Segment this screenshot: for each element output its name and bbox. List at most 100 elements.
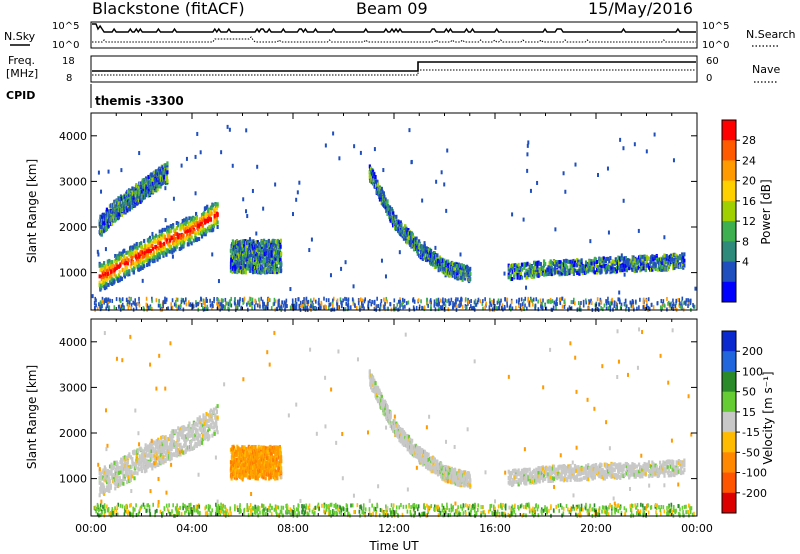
ground-scatter-cell: [198, 300, 201, 305]
scatter-cell: [534, 263, 537, 268]
scatter-cell: [105, 226, 109, 231]
scatter-cell: [546, 268, 549, 273]
ground-scatter-cell: [170, 306, 173, 311]
scatter-cell: [537, 267, 540, 272]
ground-scatter-cell: [433, 303, 436, 308]
scatter-cell: [631, 255, 634, 260]
scatter-cell: [187, 225, 190, 230]
scatter-cell: [105, 207, 109, 212]
ground-scatter-cell: [226, 301, 228, 306]
scatter-cell: [516, 267, 519, 272]
scatter-cell: [192, 225, 195, 230]
scatter-cell: [149, 256, 152, 261]
scatter-cell: [133, 250, 136, 255]
scatter-cell: [158, 166, 161, 171]
scatter-cell: [109, 265, 112, 270]
scatter-cell: [552, 271, 556, 276]
scatter-cell: [270, 247, 273, 252]
ground-scatter-cell: [267, 301, 269, 306]
scatter-cell: [439, 264, 442, 269]
sparse-cell: [295, 197, 298, 202]
ground-scatter-cell: [493, 305, 495, 310]
scatter-cell: [145, 193, 148, 198]
scatter-cell: [245, 248, 248, 253]
ground-scatter-cell: [427, 303, 429, 308]
scatter-cell: [180, 246, 183, 251]
ground-scatter-cell: [341, 301, 343, 306]
scatter-cell: [426, 252, 429, 257]
scatter-cell: [158, 236, 161, 241]
scatter-cell: [182, 234, 185, 239]
scatter-cell: [666, 255, 669, 260]
scatter-cell: [384, 205, 387, 210]
ground-scatter-cell: [379, 304, 382, 309]
scatter-cell: [249, 257, 252, 262]
ground-scatter-cell: [349, 305, 352, 310]
ground-scatter-cell: [332, 303, 334, 308]
scatter-cell: [271, 252, 274, 257]
ground-scatter-cell: [582, 299, 585, 304]
scatter-cell: [576, 270, 579, 275]
nave-tick-top: 60: [706, 56, 719, 67]
scatter-cell: [137, 259, 140, 264]
nsearch-trace: [92, 36, 696, 43]
scatter-cell: [615, 258, 619, 263]
scatter-cell: [600, 261, 603, 266]
scatter-cell: [172, 225, 175, 230]
scatter-cell: [547, 265, 550, 270]
sparse-cell: [180, 163, 183, 168]
scatter-cell: [249, 268, 252, 273]
scatter-cell: [139, 187, 142, 192]
scatter-cell: [105, 470, 109, 475]
ground-scatter-cell: [672, 302, 675, 307]
scatter-cell: [590, 265, 593, 270]
scatter-cell: [135, 453, 138, 458]
scatter-cell: [663, 260, 666, 265]
scatter-cell: [146, 244, 149, 249]
scatter-cell: [128, 272, 131, 277]
scatter-cell: [653, 261, 656, 266]
nsky-label: N.Sky: [4, 30, 36, 43]
ground-scatter-cell: [195, 300, 197, 305]
scatter-cell: [241, 253, 245, 258]
ground-scatter-cell: [127, 306, 130, 311]
scatter-cell: [619, 256, 622, 261]
scatter-cell: [668, 262, 672, 267]
ground-scatter-cell: [482, 306, 484, 311]
ground-scatter-cell: [127, 299, 129, 304]
scatter-cell: [517, 267, 520, 272]
scatter-cell: [620, 264, 623, 269]
sparse-cell: [554, 227, 557, 232]
ground-scatter-cell: [337, 305, 339, 310]
ground-scatter-cell: [620, 302, 623, 307]
scatter-cell: [143, 450, 146, 455]
ground-scatter-cell: [332, 296, 335, 301]
scatter-cell: [577, 259, 580, 264]
scatter-cell: [165, 172, 168, 177]
scatter-cell: [271, 257, 274, 262]
ground-scatter-cell: [405, 301, 408, 306]
scatter-cell: [395, 214, 398, 219]
scatter-cell: [123, 207, 126, 212]
scatter-cell: [247, 241, 250, 246]
scatter-cell: [166, 170, 169, 175]
ground-scatter-cell: [590, 298, 592, 303]
scatter-cell: [117, 256, 121, 261]
scatter-cell: [573, 260, 577, 265]
ground-scatter-cell: [490, 302, 493, 307]
ytick-label: 3000: [59, 175, 87, 188]
scatter-cell: [200, 212, 204, 217]
scatter-cell: [382, 191, 385, 196]
scatter-cell: [263, 238, 266, 243]
scatter-cell: [416, 251, 419, 256]
scatter-cell: [126, 472, 129, 477]
ground-scatter-cell: [363, 299, 366, 304]
ground-scatter-cell: [374, 304, 377, 309]
scatter-cell: [232, 242, 235, 247]
ground-scatter-cell: [192, 304, 195, 309]
sparse-cell: [281, 300, 284, 305]
sparse-cell: [446, 148, 449, 153]
ground-scatter-cell: [493, 301, 495, 306]
scatter-cell: [113, 279, 116, 284]
scatter-cell: [677, 264, 680, 269]
